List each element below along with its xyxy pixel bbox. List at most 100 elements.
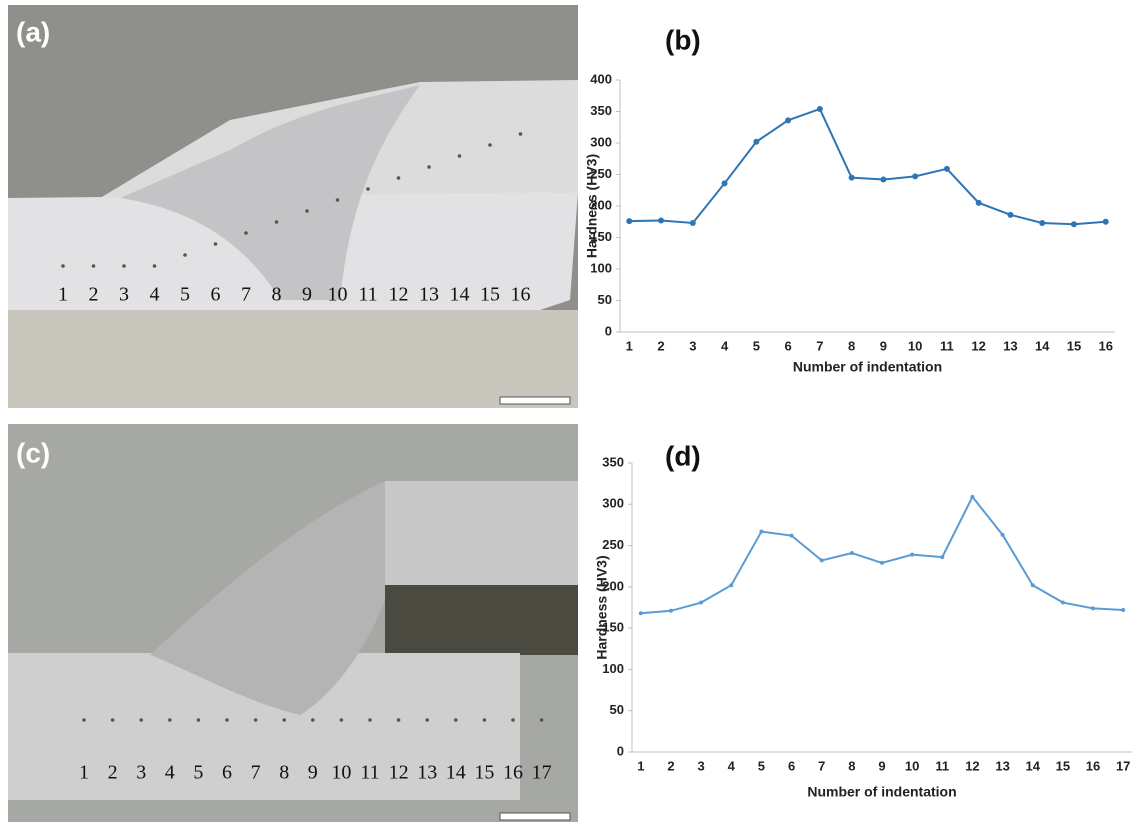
indent-dot	[336, 198, 340, 202]
marker	[849, 175, 855, 181]
x-tick-label: 3	[698, 758, 705, 773]
indent-label: 10	[328, 284, 348, 306]
marker	[1121, 608, 1125, 612]
indent-dot	[311, 718, 315, 722]
x-tick-label: 14	[1026, 758, 1041, 773]
y-tick-label: 300	[590, 134, 612, 149]
x-tick-label: 17	[1116, 758, 1130, 773]
indent-label: 2	[89, 284, 99, 306]
x-tick-label: 6	[788, 758, 795, 773]
indent-label: 4	[165, 762, 175, 784]
indent-dot	[305, 209, 309, 213]
indent-label: 12	[389, 762, 409, 784]
x-tick-label: 2	[657, 338, 664, 353]
indent-dot	[540, 718, 544, 722]
marker	[880, 561, 884, 565]
y-tick-label: 100	[602, 661, 624, 676]
marker	[820, 558, 824, 562]
marker	[753, 139, 759, 145]
indent-dot	[397, 176, 401, 180]
indent-dot	[197, 718, 201, 722]
marker	[699, 601, 703, 605]
marker	[912, 173, 918, 179]
indent-dot	[454, 718, 458, 722]
y-tick-label: 250	[602, 537, 624, 552]
marker	[639, 611, 643, 615]
indent-dot	[275, 220, 279, 224]
x-tick-label: 16	[1098, 338, 1112, 353]
indent-dot	[254, 718, 258, 722]
marker	[976, 200, 982, 206]
line	[629, 109, 1105, 224]
indent-dot	[92, 264, 96, 268]
y-tick-label: 0	[605, 323, 612, 338]
indent-dot	[82, 718, 86, 722]
marker	[850, 551, 854, 555]
x-tick-label: 6	[784, 338, 791, 353]
indent-dot	[244, 231, 248, 235]
indent-dot	[168, 718, 172, 722]
marker	[759, 530, 763, 534]
indent-label: 5	[180, 284, 190, 306]
marker	[1103, 219, 1109, 225]
indent-dot	[366, 187, 370, 191]
y-tick-label: 350	[602, 454, 624, 469]
x-tick-label: 13	[995, 758, 1009, 773]
indent-label: 15	[474, 762, 494, 784]
marker	[626, 218, 632, 224]
x-tick-label: 11	[935, 758, 949, 773]
marker	[785, 117, 791, 123]
y-axis-label: Hardness (HV3)	[594, 555, 610, 659]
x-tick-label: 7	[816, 338, 823, 353]
indent-label: 12	[389, 284, 409, 306]
y-tick-label: 100	[590, 260, 612, 275]
indent-label: 4	[150, 284, 160, 306]
x-tick-label: 11	[940, 338, 954, 353]
marker	[1091, 606, 1095, 610]
y-tick-label: 400	[590, 71, 612, 86]
x-tick-label: 9	[880, 338, 887, 353]
marker	[690, 220, 696, 226]
x-tick-label: 7	[818, 758, 825, 773]
marker	[729, 583, 733, 587]
indent-label: 2	[108, 762, 118, 784]
indent-label: 8	[279, 762, 289, 784]
indent-label: 6	[222, 762, 232, 784]
figure: (a) (c) 12345678910111213141516123456789…	[0, 0, 1147, 824]
x-tick-label: 9	[878, 758, 885, 773]
indent-label: 8	[272, 284, 282, 306]
indent-label: 14	[450, 284, 470, 306]
marker	[1061, 601, 1065, 605]
marker	[1007, 212, 1013, 218]
photo-a: (a)	[8, 5, 578, 408]
indent-label: 17	[532, 762, 552, 784]
indent-dot	[214, 242, 218, 246]
y-tick-label: 0	[617, 743, 624, 758]
x-tick-label: 10	[908, 338, 922, 353]
y-axis-label: Hardness (HV3)	[584, 154, 600, 258]
marker	[1071, 221, 1077, 227]
x-tick-label: 3	[689, 338, 696, 353]
indent-label: 7	[251, 762, 261, 784]
indent-dot	[511, 718, 515, 722]
x-axis-label: Number of indentation	[807, 784, 956, 800]
indent-dot	[225, 718, 229, 722]
indent-label: 15	[480, 284, 500, 306]
x-tick-label: 1	[626, 338, 633, 353]
y-tick-label: 50	[598, 292, 612, 307]
indent-label: 9	[308, 762, 318, 784]
marker	[940, 555, 944, 559]
x-tick-label: 15	[1067, 338, 1081, 353]
x-tick-label: 14	[1035, 338, 1050, 353]
x-tick-label: 16	[1086, 758, 1100, 773]
marker	[944, 166, 950, 172]
x-tick-label: 1	[637, 758, 644, 773]
x-tick-label: 5	[758, 758, 765, 773]
x-tick-label: 8	[848, 338, 855, 353]
scale-bar	[500, 397, 570, 404]
indent-label: 7	[241, 284, 251, 306]
indent-label: 3	[136, 762, 146, 784]
indent-dot	[458, 154, 462, 158]
indent-label: 16	[511, 284, 531, 306]
y-tick-label: 300	[602, 496, 624, 511]
